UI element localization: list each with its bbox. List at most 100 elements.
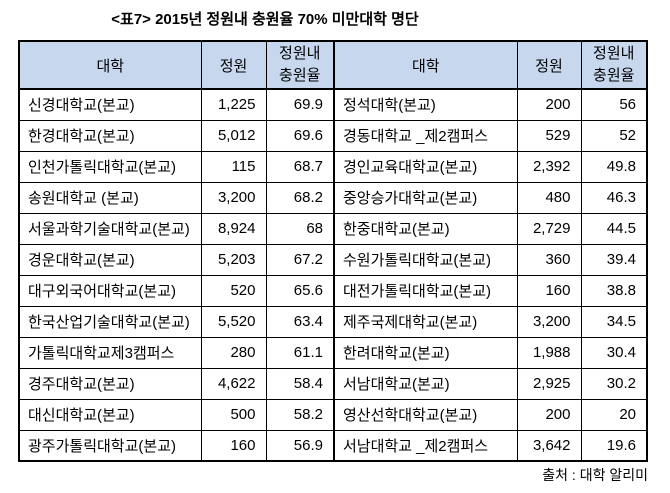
cell-quota-left: 5,012: [200, 119, 267, 152]
table-row: 인천가톨릭대학교(본교) 115 68.7 경인교육대학교(본교) 2,392 …: [18, 150, 648, 183]
cell-quota-right: 1,988: [516, 336, 582, 369]
cell-university-left: 한경대학교(본교): [18, 119, 202, 152]
cell-quota-left: 3,200: [200, 181, 267, 214]
cell-rate-left: 58.2: [265, 398, 335, 431]
cell-quota-right: 2,925: [516, 367, 582, 400]
page-title: <표7> 2015년 정원내 충원율 70% 미만대학 명단: [111, 11, 419, 28]
table-row: 경주대학교(본교) 4,622 58.4 서남대학교(본교) 2,925 30.…: [18, 367, 648, 400]
cell-university-right: 경인교육대학교(본교): [333, 150, 518, 183]
cell-quota-right: 200: [516, 398, 582, 431]
header-university-left: 대학: [18, 40, 202, 90]
cell-university-right: 경동대학교 _제2캠퍼스: [333, 119, 518, 152]
header-rate-left-line1: 정원내: [279, 45, 321, 62]
cell-university-left: 송원대학교 (본교): [18, 181, 202, 214]
table-row: 대구외국어대학교(본교) 520 65.6 대전가톨릭대학교(본교) 160 3…: [18, 274, 648, 307]
cell-university-left: 대신대학교(본교): [18, 398, 202, 431]
header-rate-right-line1: 정원내: [593, 45, 635, 62]
cell-rate-left: 65.6: [265, 274, 335, 307]
cell-quota-left: 520: [200, 274, 267, 307]
cell-university-right: 대전가톨릭대학교(본교): [333, 274, 518, 307]
cell-university-right: 정석대학(본교): [333, 88, 518, 121]
cell-rate-left: 69.9: [265, 88, 335, 121]
table-header: 대학 정원 정원내 충원율 대학 정원 정원내 충원율: [18, 40, 648, 90]
header-quota-left: 정원: [200, 40, 267, 90]
cell-rate-right: 34.5: [580, 305, 648, 338]
cell-rate-left: 68.7: [265, 150, 335, 183]
cell-university-right: 서남대학교(본교): [333, 367, 518, 400]
cell-quota-left: 5,520: [200, 305, 267, 338]
header-rate-left: 정원내 충원율: [265, 40, 335, 90]
header-rate-right-line2: 충원율: [593, 67, 635, 84]
cell-quota-right: 529: [516, 119, 582, 152]
cell-university-left: 경주대학교(본교): [18, 367, 202, 400]
table-row: 서울과학기술대학교(본교) 8,924 68 한중대학교(본교) 2,729 4…: [18, 212, 648, 245]
cell-quota-right: 360: [516, 243, 582, 276]
cell-rate-right: 49.8: [580, 150, 648, 183]
cell-quota-left: 5,203: [200, 243, 267, 276]
cell-rate-left: 67.2: [265, 243, 335, 276]
table-row: 한경대학교(본교) 5,012 69.6 경동대학교 _제2캠퍼스 529 52: [18, 119, 648, 152]
source-area: 출처 : 대학 알리미: [0, 465, 648, 485]
table-row: 광주가톨릭대학교(본교) 160 56.9 서남대학교 _제2캠퍼스 3,642…: [18, 429, 648, 462]
cell-quota-left: 8,924: [200, 212, 267, 245]
cell-university-right: 수원가톨릭대학교(본교): [333, 243, 518, 276]
cell-rate-right: 56: [580, 88, 648, 121]
cell-university-right: 한려대학교(본교): [333, 336, 518, 369]
cell-university-left: 대구외국어대학교(본교): [18, 274, 202, 307]
cell-university-left: 광주가톨릭대학교(본교): [18, 429, 202, 462]
table-body: 신경대학교(본교) 1,225 69.9 정석대학(본교) 200 56 한경대…: [18, 88, 648, 462]
header-quota-right: 정원: [516, 40, 582, 90]
cell-quota-right: 2,392: [516, 150, 582, 183]
table-row: 한국산업기술대학교(본교) 5,520 63.4 제주국제대학교(본교) 3,2…: [18, 305, 648, 338]
cell-rate-left: 58.4: [265, 367, 335, 400]
header-rate-left-line2: 충원율: [279, 67, 321, 84]
cell-university-left: 신경대학교(본교): [18, 88, 202, 121]
cell-rate-left: 68: [265, 212, 335, 245]
cell-quota-right: 480: [516, 181, 582, 214]
source-caption: 출처 : 대학 알리미: [542, 467, 648, 483]
cell-rate-right: 38.8: [580, 274, 648, 307]
cell-university-left: 가톨릭대학교제3캠퍼스: [18, 336, 202, 369]
cell-quota-left: 280: [200, 336, 267, 369]
cell-rate-right: 44.5: [580, 212, 648, 245]
cell-quota-right: 3,200: [516, 305, 582, 338]
cell-rate-right: 19.6: [580, 429, 648, 462]
cell-university-right: 제주국제대학교(본교): [333, 305, 518, 338]
cell-quota-left: 160: [200, 429, 267, 462]
table-row: 송원대학교 (본교) 3,200 68.2 중앙승가대학교(본교) 480 46…: [18, 181, 648, 214]
cell-rate-right: 39.4: [580, 243, 648, 276]
cell-rate-left: 61.1: [265, 336, 335, 369]
cell-rate-right: 20: [580, 398, 648, 431]
cell-quota-right: 3,642: [516, 429, 582, 462]
cell-quota-left: 500: [200, 398, 267, 431]
cell-rate-left: 68.2: [265, 181, 335, 214]
table-row: 경운대학교(본교) 5,203 67.2 수원가톨릭대학교(본교) 360 39…: [18, 243, 648, 276]
cell-rate-right: 52: [580, 119, 648, 152]
cell-university-left: 인천가톨릭대학교(본교): [18, 150, 202, 183]
cell-university-right: 중앙승가대학교(본교): [333, 181, 518, 214]
university-enrollment-table: 대학 정원 정원내 충원율 대학 정원 정원내 충원율 신경대학교(본교) 1,…: [18, 40, 648, 462]
cell-university-right: 한중대학교(본교): [333, 212, 518, 245]
cell-quota-right: 200: [516, 88, 582, 121]
table-row: 신경대학교(본교) 1,225 69.9 정석대학(본교) 200 56: [18, 88, 648, 121]
cell-rate-left: 63.4: [265, 305, 335, 338]
cell-rate-right: 30.4: [580, 336, 648, 369]
cell-university-left: 경운대학교(본교): [18, 243, 202, 276]
header-rate-right: 정원내 충원율: [580, 40, 648, 90]
header-row: 대학 정원 정원내 충원율 대학 정원 정원내 충원율: [18, 40, 648, 90]
cell-rate-left: 69.6: [265, 119, 335, 152]
title-area: <표7> 2015년 정원내 충원율 70% 미만대학 명단: [0, 8, 530, 29]
cell-quota-left: 115: [200, 150, 267, 183]
cell-rate-left: 56.9: [265, 429, 335, 462]
cell-rate-right: 46.3: [580, 181, 648, 214]
cell-university-left: 서울과학기술대학교(본교): [18, 212, 202, 245]
table-row: 대신대학교(본교) 500 58.2 영산선학대학교(본교) 200 20: [18, 398, 648, 431]
table-row: 가톨릭대학교제3캠퍼스 280 61.1 한려대학교(본교) 1,988 30.…: [18, 336, 648, 369]
cell-quota-left: 1,225: [200, 88, 267, 121]
cell-university-right: 서남대학교 _제2캠퍼스: [333, 429, 518, 462]
cell-university-left: 한국산업기술대학교(본교): [18, 305, 202, 338]
cell-quota-right: 2,729: [516, 212, 582, 245]
cell-rate-right: 30.2: [580, 367, 648, 400]
cell-quota-right: 160: [516, 274, 582, 307]
cell-university-right: 영산선학대학교(본교): [333, 398, 518, 431]
